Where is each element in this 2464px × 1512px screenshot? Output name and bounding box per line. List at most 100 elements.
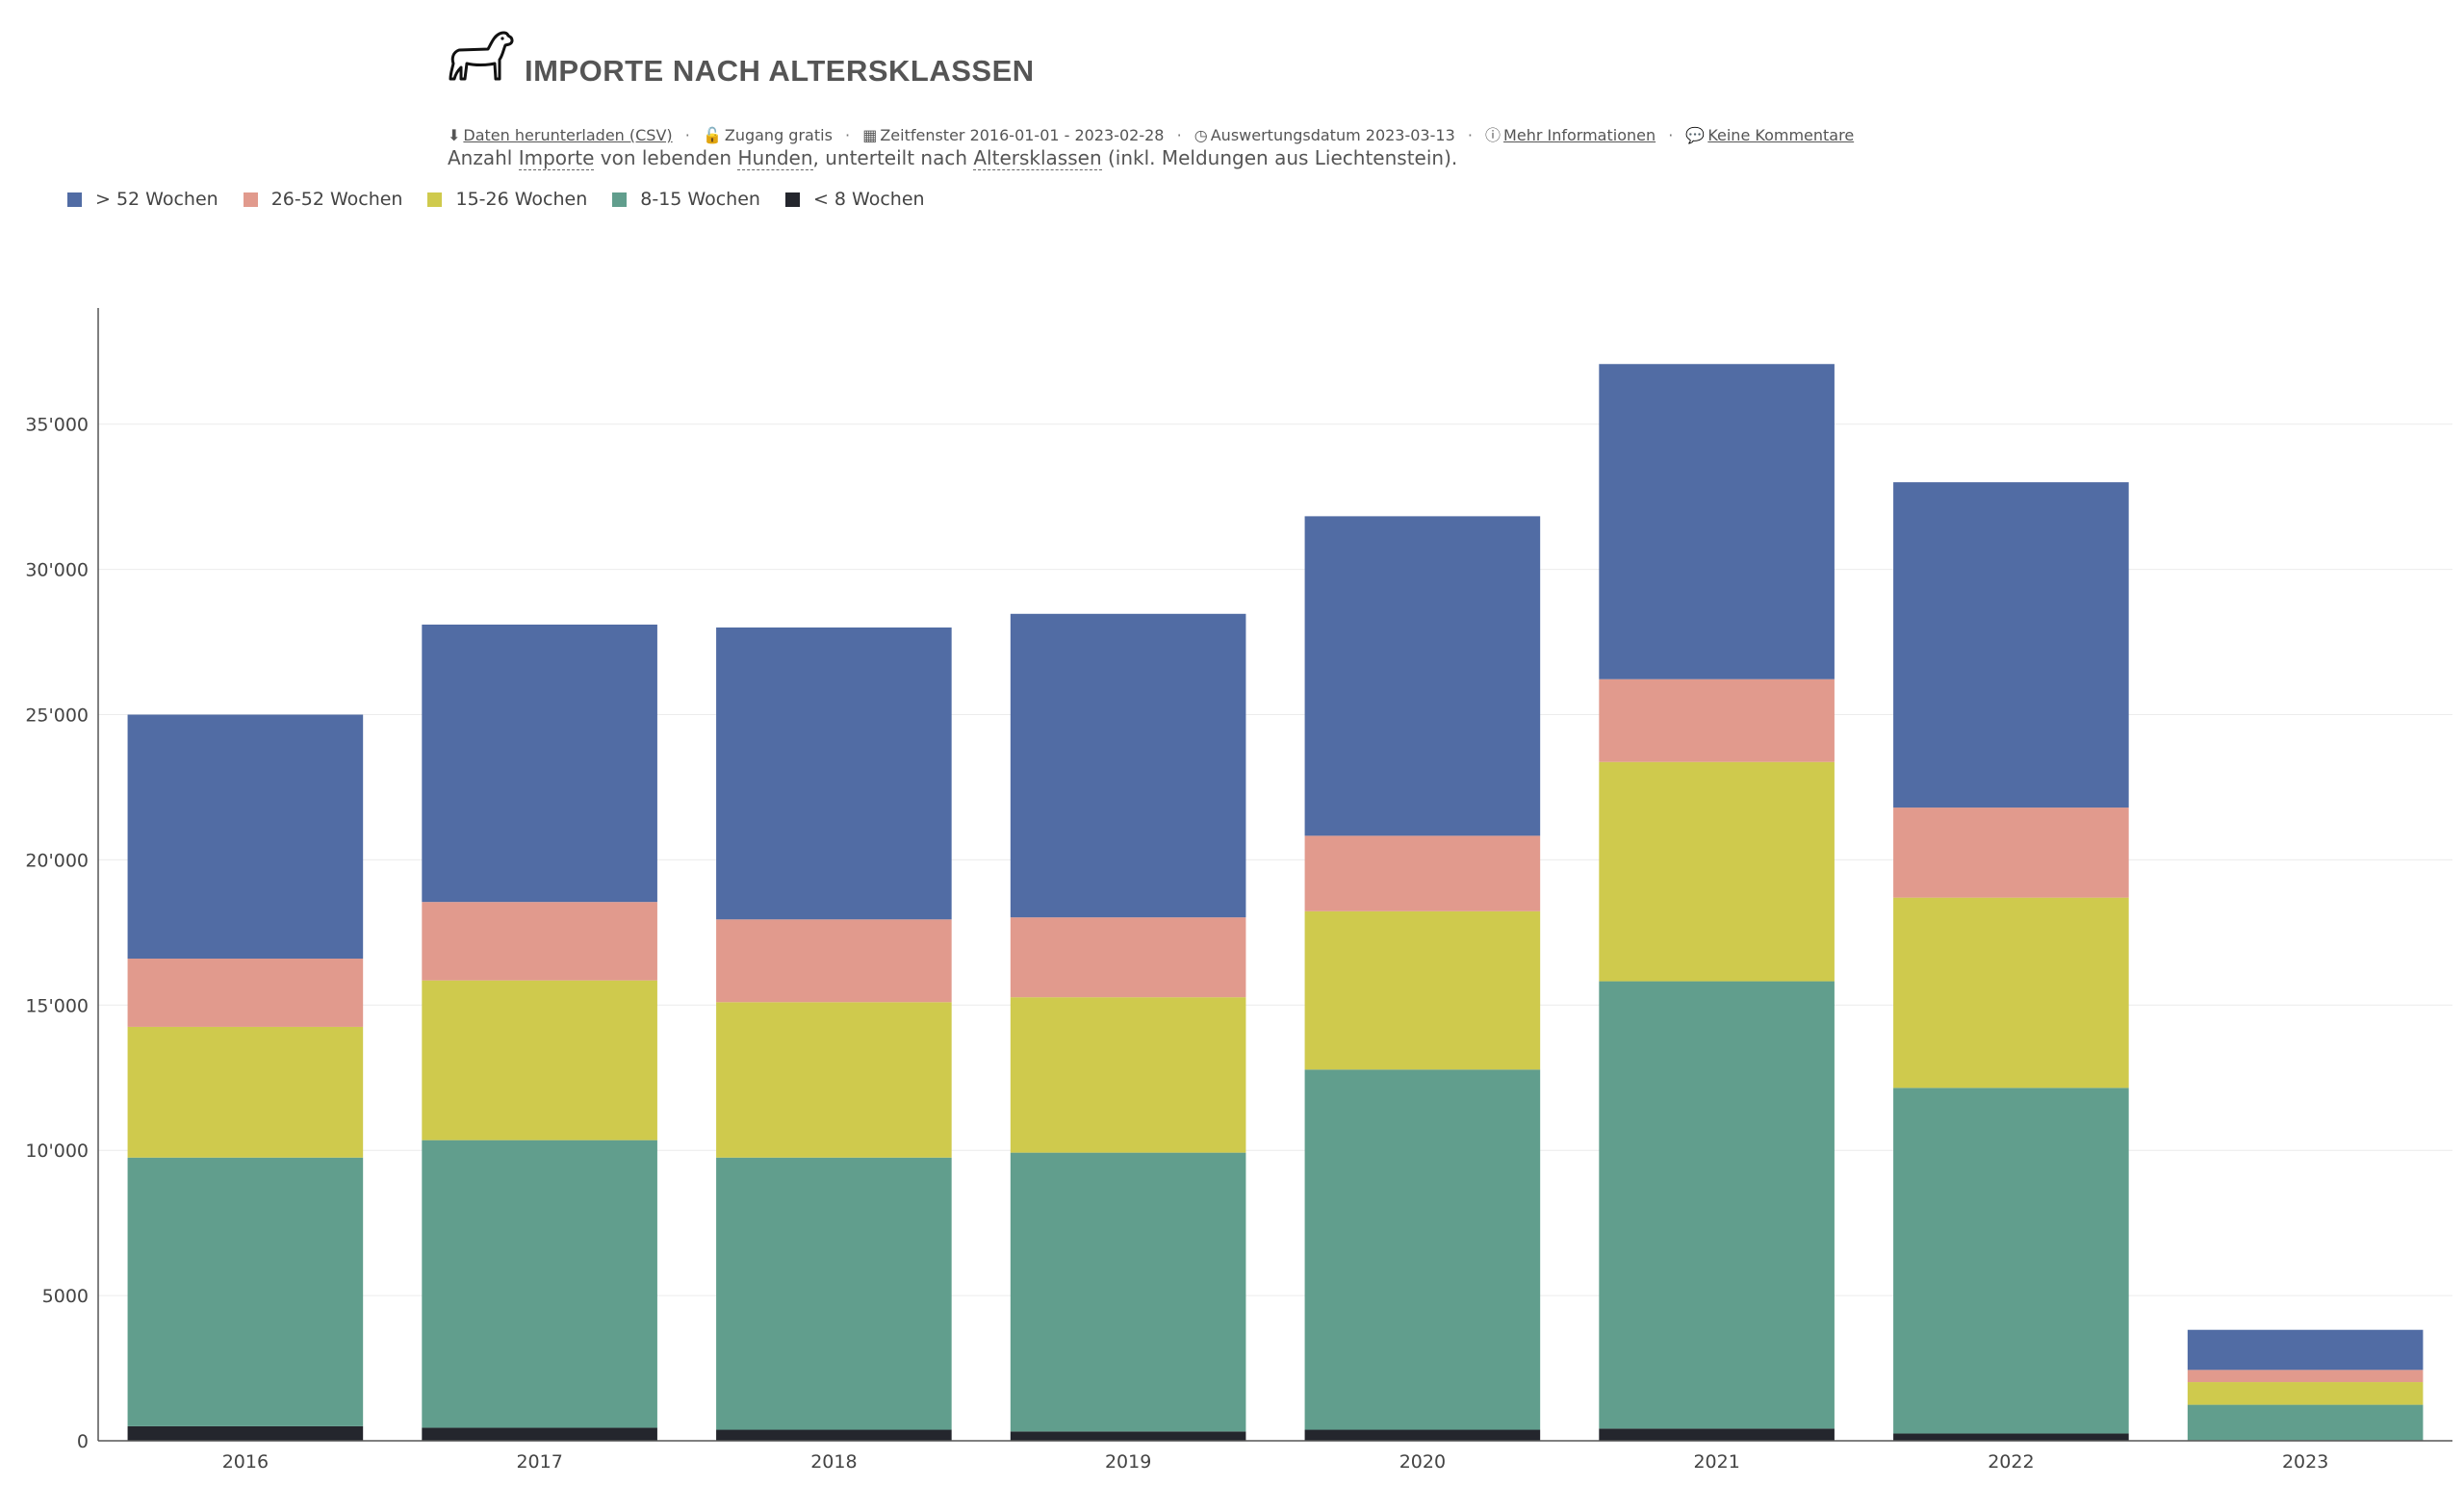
x-tick-label: 2018: [810, 1451, 857, 1473]
bar-segment: [1599, 679, 1835, 762]
bar-segment: [1599, 364, 1835, 679]
bar-segment: [422, 1140, 657, 1428]
bar-segment: [1010, 997, 1246, 1153]
download-csv-link[interactable]: ⬇ Daten herunterladen (CSV): [448, 126, 673, 144]
bar-segment: [1599, 981, 1835, 1429]
bar-segment: [1304, 516, 1541, 836]
bar-segment: [1893, 482, 2129, 808]
x-tick-label: 2023: [2282, 1451, 2328, 1473]
date-info: ◷ Auswertungsdatum 2023-03-13: [1194, 126, 1455, 144]
more-info-label: Mehr Informationen: [1503, 126, 1656, 144]
meta-bar: ⬇ Daten herunterladen (CSV) · 🔓 Zugang gra…: [448, 122, 1854, 145]
legend-swatch: [784, 192, 800, 207]
legend-item-under-8[interactable]: < 8 Wochen: [784, 189, 925, 210]
bar-segment: [1893, 807, 2129, 898]
clock-icon: ◷: [1194, 126, 1208, 144]
legend-swatch: [243, 192, 258, 207]
bar-segment: [127, 1157, 364, 1426]
y-tick-label: 15'000: [25, 995, 89, 1016]
bar-segment: [2187, 1370, 2424, 1383]
legend-swatch: [67, 192, 82, 207]
y-tick-label: 5000: [42, 1286, 89, 1307]
x-tick-label: 2020: [1399, 1451, 1446, 1473]
glossary-term-importe[interactable]: Importe: [518, 146, 595, 170]
page-title: IMPORTE NACH ALTERSKLASSEN: [525, 54, 1035, 88]
legend-label: > 52 Wochen: [95, 189, 218, 210]
download-icon: ⬇: [448, 126, 461, 144]
bar-segment: [127, 714, 364, 960]
more-info-link[interactable]: ⓘ Mehr Informationen: [1485, 126, 1656, 144]
legend-item-15-26[interactable]: 15-26 Wochen: [427, 189, 587, 210]
bar-segment: [1010, 613, 1246, 918]
y-tick-label: 35'000: [25, 415, 89, 436]
bar-segment: [716, 1002, 952, 1158]
dog-icon: [448, 29, 515, 92]
separator: ·: [1668, 126, 1674, 144]
separator: ·: [1467, 126, 1473, 144]
bar-segment: [2187, 1404, 2424, 1441]
y-tick-label: 20'000: [25, 850, 89, 871]
bar-segment: [1010, 1152, 1246, 1432]
legend-swatch: [427, 192, 443, 207]
legend-swatch: [612, 192, 628, 207]
y-tick-label: 30'000: [25, 560, 89, 581]
bar-segment: [1304, 835, 1541, 911]
window-label: Zeitfenster 2016-01-01 - 2023-02-28: [880, 126, 1165, 144]
bar-segment: [1893, 897, 2129, 1089]
bar-segment: [422, 902, 657, 981]
separator: ·: [845, 126, 851, 144]
bar-segment: [716, 627, 952, 920]
window-info: ▦ Zeitfenster 2016-01-01 - 2023-02-28: [862, 126, 1164, 144]
bar-segment: [2187, 1382, 2424, 1405]
bar-segment: [2187, 1329, 2424, 1371]
legend-label: < 8 Wochen: [812, 189, 925, 210]
bar-segment: [422, 624, 657, 903]
comments-link[interactable]: 💬 Keine Kommentare: [1685, 126, 1854, 144]
x-tick-label: 2019: [1105, 1451, 1151, 1473]
desc-text: von lebenden: [594, 146, 738, 169]
chart-description: Anzahl Importe von lebenden Hunden, unte…: [448, 146, 1457, 170]
legend-label: 26-52 Wochen: [270, 189, 403, 210]
bar-segment: [1893, 1088, 2129, 1434]
chart-legend: > 52 Wochen 26-52 Wochen 15-26 Wochen 8-…: [67, 189, 925, 210]
comments-label: Keine Kommentare: [1707, 126, 1855, 144]
comment-icon: 💬: [1685, 126, 1706, 144]
bar-segment: [1599, 761, 1835, 982]
x-tick-label: 2016: [222, 1451, 269, 1473]
bar-segment: [1010, 917, 1246, 998]
bar-segment: [716, 1429, 952, 1441]
info-icon: ⓘ: [1485, 126, 1502, 144]
bar-segment: [1304, 910, 1541, 1070]
legend-item-26-52[interactable]: 26-52 Wochen: [243, 189, 403, 210]
legend-item-over-52[interactable]: > 52 Wochen: [67, 189, 218, 210]
bar-segment: [1599, 1428, 1835, 1441]
y-tick-label: 25'000: [25, 705, 89, 727]
bar-segment: [716, 919, 952, 1003]
x-tick-label: 2021: [1693, 1451, 1739, 1473]
bar-segment: [1893, 1433, 2129, 1441]
legend-item-8-15[interactable]: 8-15 Wochen: [612, 189, 760, 210]
access-info: 🔓 Zugang gratis: [703, 126, 833, 144]
legend-label: 15-26 Wochen: [455, 189, 588, 210]
bar-segment: [1010, 1431, 1246, 1441]
desc-text: , unterteilt nach: [812, 146, 974, 169]
x-tick-label: 2017: [516, 1451, 562, 1473]
legend-label: 8-15 Wochen: [640, 189, 760, 210]
y-tick-label: 0: [77, 1431, 89, 1452]
bar-segment: [1304, 1429, 1541, 1441]
glossary-term-hunden[interactable]: Hunden: [737, 146, 813, 170]
glossary-term-altersklassen[interactable]: Altersklassen: [973, 146, 1102, 170]
x-tick-label: 2022: [1988, 1451, 2034, 1473]
y-tick-label: 10'000: [25, 1140, 89, 1162]
calendar-icon: ▦: [862, 126, 878, 144]
desc-text: Anzahl: [448, 146, 519, 169]
download-label: Daten herunterladen (CSV): [463, 126, 673, 144]
chart-header: IMPORTE NACH ALTERSKLASSEN: [448, 29, 1035, 92]
bar-segment: [422, 1427, 657, 1441]
bar-segment: [716, 1157, 952, 1430]
unlock-icon: 🔓: [702, 126, 722, 144]
bar-segment: [127, 959, 364, 1027]
access-label: Zugang gratis: [724, 126, 833, 144]
separator: ·: [684, 126, 690, 144]
